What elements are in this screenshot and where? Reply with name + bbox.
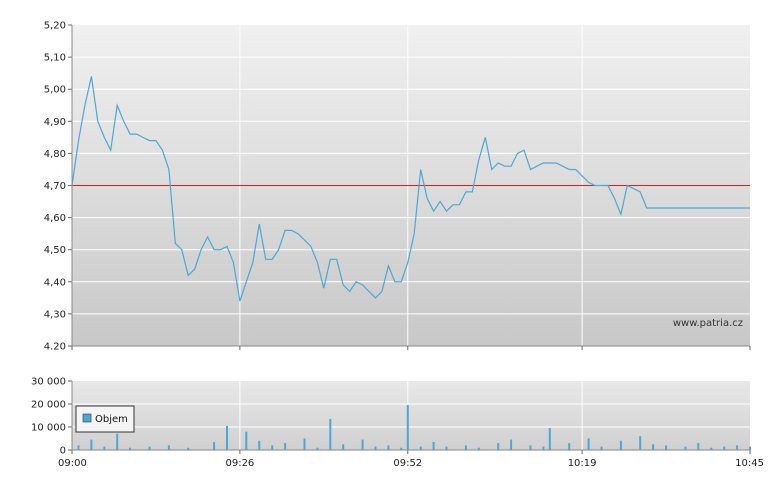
volume-bar	[568, 443, 571, 450]
volume-bars	[77, 405, 751, 451]
volume-bar	[148, 446, 151, 450]
volume-y-tick-label: 20 000	[31, 400, 66, 411]
volume-bar	[697, 443, 700, 450]
volume-bar	[226, 425, 228, 450]
x-tick-label: 10:45	[735, 458, 764, 469]
price-y-axis: 5,20 5,10 5,00 4,90 4,80 4,70 4,60 4,50 4,40 4,30…	[44, 21, 72, 353]
volume-bar	[600, 446, 603, 450]
volume-bar	[510, 439, 513, 450]
volume-bar	[303, 438, 306, 450]
volume-bar	[477, 447, 480, 450]
volume-bar	[587, 438, 590, 450]
volume-bar	[639, 436, 642, 450]
x-tick-label: 10:19	[568, 458, 597, 469]
price-y-tick-label: 5,20	[44, 21, 66, 32]
volume-bar	[710, 447, 713, 450]
volume-bar	[103, 446, 106, 450]
x-tick-label: 09:52	[393, 458, 422, 469]
volume-bar	[529, 445, 532, 450]
volume-bar	[329, 418, 332, 450]
volume-bar	[749, 446, 751, 450]
legend-swatch	[82, 413, 92, 423]
volume-bar	[432, 441, 435, 450]
price-y-tick-label: 5,00	[44, 85, 66, 96]
volume-bar	[387, 445, 390, 450]
volume-bar	[187, 447, 190, 450]
volume-bar	[129, 447, 132, 450]
volume-y-tick-label: 10 000	[31, 423, 66, 434]
watermark-text: www.patria.cz	[673, 318, 743, 329]
volume-bar	[406, 405, 409, 450]
volume-legend: Objem	[75, 405, 135, 433]
x-tick-label: 09:26	[225, 458, 254, 469]
volume-bar	[665, 445, 668, 450]
volume-bar	[374, 446, 377, 450]
volume-bar	[400, 447, 403, 450]
price-y-tick-label: 4,30	[44, 309, 66, 320]
price-series-line	[71, 76, 750, 302]
volume-bar	[419, 446, 422, 450]
volume-bar	[90, 439, 93, 450]
volume-plot-area	[72, 381, 750, 450]
price-panel: 5,20 5,10 5,00 4,90 4,80 4,70 4,60 4,50 4,40 4,30…	[44, 21, 750, 353]
volume-bar	[736, 445, 739, 450]
price-y-tick-label: 4,70	[44, 181, 66, 192]
volume-bar	[652, 444, 655, 451]
x-tick-label: 09:00	[58, 458, 87, 469]
x-axis-ticks: 09:00 09:26 09:52 10:19 10:45	[58, 346, 764, 469]
volume-bar	[464, 445, 467, 450]
volume-y-tick-label: 0	[60, 446, 66, 457]
volume-bar	[77, 445, 80, 450]
volume-bar	[619, 440, 622, 450]
price-y-tick-label: 4,50	[44, 245, 66, 256]
volume-panel: 30 000 20 000 10 000 0 09:00 09:26 09:52 10:19…	[31, 346, 764, 469]
volume-bar	[548, 428, 551, 450]
volume-bar	[445, 446, 448, 450]
price-y-tick-label: 4,40	[44, 277, 66, 288]
volume-bar	[167, 445, 170, 450]
legend-label-objem: Objem	[95, 414, 128, 425]
volume-bar	[245, 431, 248, 450]
volume-bar	[213, 441, 216, 450]
volume-bar	[258, 440, 261, 450]
volume-bar	[542, 446, 545, 450]
volume-y-axis: 30 000 20 000 10 000 0	[31, 377, 72, 457]
volume-bar	[284, 443, 287, 450]
volume-bar	[361, 439, 364, 450]
volume-bar	[342, 444, 345, 451]
price-y-tick-label: 4,60	[44, 213, 66, 224]
volume-bar	[316, 447, 319, 450]
volume-bar	[684, 446, 687, 450]
price-y-tick-label: 4.20	[44, 342, 66, 353]
volume-bar	[271, 445, 274, 450]
volume-bar	[497, 443, 500, 450]
price-y-tick-label: 4,90	[44, 117, 66, 128]
volume-bar	[116, 433, 119, 450]
price-y-tick-label: 4,80	[44, 149, 66, 160]
volume-y-tick-label: 30 000	[31, 377, 66, 388]
volume-bar	[723, 446, 726, 450]
price-y-tick-label: 5,10	[44, 53, 66, 64]
